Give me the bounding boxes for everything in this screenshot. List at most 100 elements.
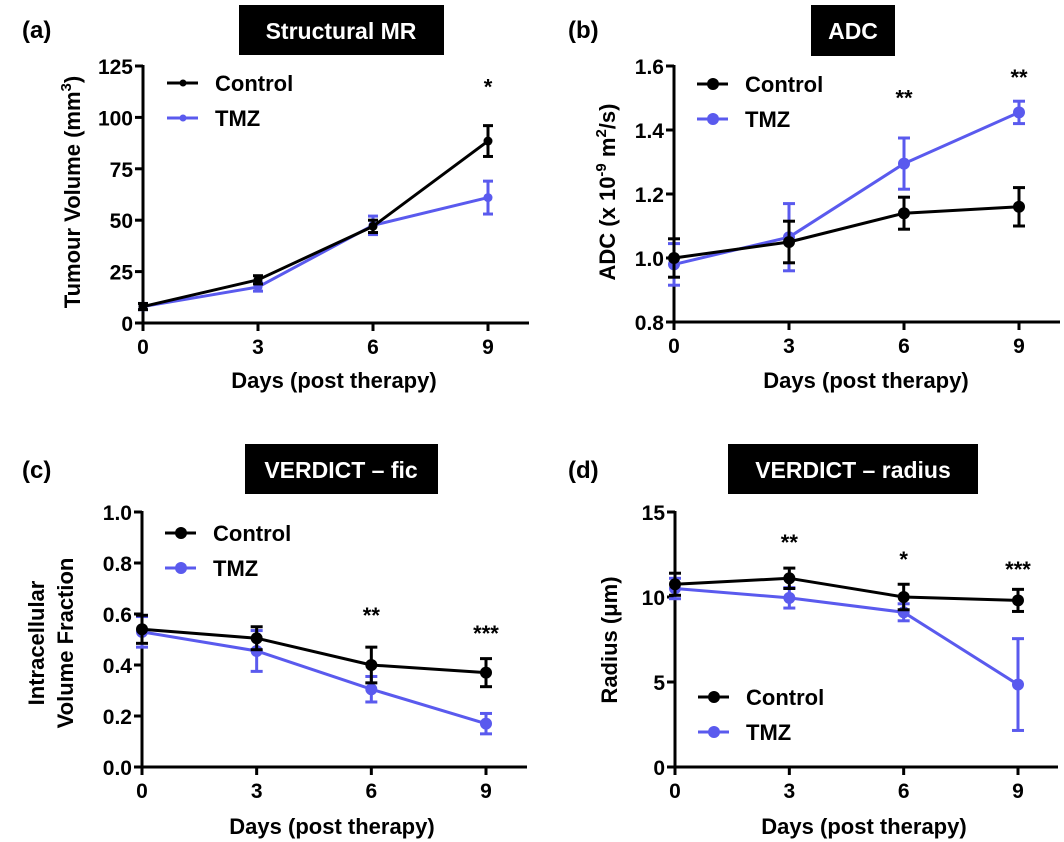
plot-area: ** ** — [668, 65, 1028, 287]
plot-area: *** *** — [669, 530, 1031, 732]
legend-entry-tmz: TMZ — [165, 556, 258, 581]
axes: 0 25 50 75 100 125 0 3 6 9 — [98, 56, 529, 359]
y-tick-label: 0.6 — [103, 604, 132, 627]
series-control — [138, 124, 493, 312]
data-point — [138, 302, 148, 312]
data-point — [668, 252, 680, 264]
data-point — [898, 157, 910, 170]
significance-marker: ** — [1010, 65, 1028, 90]
y-tick-label: 0.4 — [103, 655, 133, 678]
axes: 0 5 10 15 0 3 6 9 — [642, 502, 1058, 803]
axes: 0.8 1.0 1.2 1.4 1.6 0 3 6 9 — [635, 56, 1060, 358]
legend-entry-control: Control — [698, 685, 824, 710]
significance-marker: * — [899, 547, 908, 572]
legend-marker — [179, 114, 187, 122]
y-tick-label: 1.0 — [103, 502, 132, 525]
legend-entry-control: Control — [167, 71, 293, 96]
legend: Control TMZ — [697, 72, 823, 132]
legend: Control TMZ — [165, 521, 291, 581]
title-box — [239, 5, 444, 55]
legend-marker — [179, 79, 187, 87]
significance-marker: *** — [1005, 557, 1031, 582]
x-tick-label: 3 — [252, 336, 264, 359]
y-tick-label: 25 — [110, 262, 134, 285]
chart-title: ADC — [828, 18, 878, 44]
legend-label: Control — [213, 521, 291, 546]
y-tick-label: 15 — [642, 502, 666, 525]
x-tick-label: 3 — [251, 780, 263, 803]
series-line-tmz — [141, 630, 487, 726]
y-axis-label-line2: Volume Fraction — [53, 558, 78, 729]
y-tick-label: 100 — [98, 107, 133, 130]
data-point — [480, 666, 492, 679]
y-tick-label: 125 — [98, 56, 133, 79]
series-line-control — [142, 139, 489, 309]
series-line-tmz — [142, 196, 489, 309]
chart-title: VERDICT – fic — [264, 457, 418, 483]
data-point — [1012, 678, 1024, 691]
series-line-control — [674, 576, 1019, 602]
legend-label: Control — [746, 685, 824, 710]
legend: Control TMZ — [698, 685, 824, 745]
panel-label: (a) — [22, 17, 51, 44]
x-tick-label: 6 — [898, 335, 910, 358]
legend-label: Control — [215, 71, 293, 96]
x-tick-label: 9 — [1013, 335, 1025, 358]
x-tick-label: 9 — [1012, 780, 1024, 803]
significance-marker: ** — [363, 603, 381, 628]
legend-label: Control — [745, 72, 823, 97]
x-tick-label: 6 — [898, 780, 910, 803]
panel-d: (d) VERDICT – radius Radius (μm) Days (p… — [568, 444, 1058, 839]
plot-area: * — [138, 74, 493, 312]
chart-title: Structural MR — [266, 18, 417, 44]
data-point — [365, 659, 378, 671]
y-tick-label: 0.2 — [103, 706, 132, 729]
data-point — [368, 221, 378, 231]
legend-entry-control: Control — [165, 521, 291, 546]
data-point — [253, 275, 263, 285]
plot-area: ***** — [136, 603, 499, 736]
series-control — [136, 613, 492, 689]
y-tick-label: 75 — [110, 159, 134, 182]
series-tmz — [669, 576, 1024, 732]
legend-label: TMZ — [746, 720, 791, 745]
x-tick-label: 9 — [482, 336, 494, 359]
legend-marker — [707, 78, 719, 90]
significance-marker: ** — [781, 530, 799, 555]
y-tick-label: 0 — [653, 757, 665, 780]
series-tmz — [668, 99, 1025, 287]
title-box — [728, 444, 978, 494]
data-point — [897, 591, 910, 603]
data-point — [483, 136, 493, 146]
title-box — [245, 444, 438, 494]
y-tick-label: 0.8 — [103, 553, 133, 576]
data-point — [783, 236, 795, 248]
panel-label: (c) — [22, 457, 51, 484]
x-axis-label: Days (post therapy) — [229, 814, 434, 839]
x-tick-label: 6 — [365, 780, 377, 803]
legend-entry-tmz: TMZ — [697, 107, 790, 132]
y-axis-label: Radius (μm) — [597, 576, 622, 703]
x-tick-label: 0 — [669, 780, 681, 803]
x-tick-label: 0 — [668, 335, 680, 358]
data-point — [483, 193, 493, 203]
series-line-tmz — [673, 111, 1020, 266]
data-point — [783, 591, 796, 604]
legend-marker — [708, 691, 720, 703]
series-line-tmz — [674, 587, 1019, 686]
data-point — [1013, 106, 1025, 119]
y-tick-label: 1.0 — [635, 248, 664, 271]
series-control — [668, 186, 1025, 279]
data-point — [669, 578, 681, 591]
data-point — [1012, 594, 1024, 607]
data-point — [1013, 200, 1025, 213]
y-tick-label: 0 — [121, 313, 133, 336]
panel-label: (d) — [568, 457, 599, 484]
y-tick-label: 10 — [642, 587, 665, 610]
y-tick-label: 50 — [110, 210, 133, 233]
y-tick-label: 0.8 — [635, 312, 665, 335]
x-tick-label: 9 — [480, 780, 492, 803]
panel-label: (b) — [568, 17, 599, 44]
y-tick-label: 1.4 — [635, 120, 665, 143]
